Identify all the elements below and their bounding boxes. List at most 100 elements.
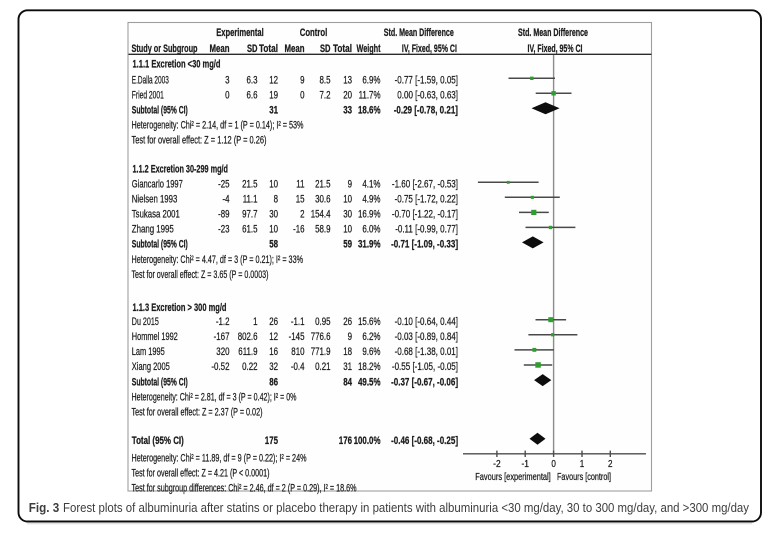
svg-text:Hommel 1992: Hommel 1992: [132, 331, 178, 343]
svg-text:18.2%: 18.2%: [358, 361, 381, 373]
svg-text:10: 10: [269, 179, 278, 191]
svg-text:IV, Fixed, 95% CI: IV, Fixed, 95% CI: [402, 43, 457, 55]
svg-text:33: 33: [343, 105, 352, 117]
svg-text:61.5: 61.5: [242, 224, 257, 236]
svg-text:32: 32: [269, 361, 278, 373]
svg-text:802.6: 802.6: [238, 331, 258, 343]
svg-text:-16: -16: [293, 224, 304, 236]
svg-text:0.00 [-0.63, 0.63]: 0.00 [-0.63, 0.63]: [397, 90, 458, 102]
svg-text:1.1.1 Excretion <30 mg/d: 1.1.1 Excretion <30 mg/d: [133, 59, 221, 71]
svg-text:SD: SD: [247, 43, 258, 55]
svg-text:Study or Subgroup: Study or Subgroup: [132, 43, 198, 55]
svg-text:12: 12: [269, 75, 278, 87]
svg-text:Subtotal (95% CI): Subtotal (95% CI): [132, 376, 188, 388]
svg-text:-1.2: -1.2: [216, 316, 230, 328]
svg-text:59: 59: [343, 239, 352, 251]
svg-text:-0.68 [-1.38, 0.01]: -0.68 [-1.38, 0.01]: [395, 346, 458, 358]
svg-text:30: 30: [343, 209, 352, 221]
svg-text:776.6: 776.6: [311, 331, 331, 343]
svg-text:31: 31: [269, 105, 278, 117]
svg-text:9.6%: 9.6%: [362, 346, 380, 358]
svg-text:Fried 2001: Fried 2001: [132, 90, 164, 102]
svg-text:611.9: 611.9: [238, 346, 257, 358]
svg-text:0.22: 0.22: [242, 361, 257, 373]
svg-text:21.5: 21.5: [242, 179, 257, 191]
svg-text:Weight: Weight: [357, 43, 381, 55]
svg-text:84: 84: [343, 376, 352, 388]
svg-text:58: 58: [269, 239, 278, 251]
svg-text:175: 175: [265, 435, 278, 447]
svg-text:Test for overall effect: Z = 2: Test for overall effect: Z = 2.37 (P = 0…: [132, 407, 263, 419]
svg-text:Std. Mean Difference: Std. Mean Difference: [518, 27, 588, 39]
svg-text:15.6%: 15.6%: [358, 316, 381, 328]
svg-text:31: 31: [343, 361, 352, 373]
svg-text:Heterogeneity: Chi² = 11.89, d: Heterogeneity: Chi² = 11.89, df = 9 (P =…: [132, 452, 307, 464]
svg-text:20: 20: [343, 90, 352, 102]
svg-text:IV, Fixed, 95% CI: IV, Fixed, 95% CI: [528, 43, 583, 55]
svg-text:-0.37 [-0.67, -0.06]: -0.37 [-0.67, -0.06]: [391, 376, 458, 388]
svg-text:4.1%: 4.1%: [362, 179, 380, 191]
svg-text:26: 26: [269, 316, 278, 328]
svg-text:-0.77 [-1.59, 0.05]: -0.77 [-1.59, 0.05]: [395, 75, 458, 87]
svg-text:-0.4: -0.4: [291, 361, 305, 373]
svg-text:6.2%: 6.2%: [362, 331, 380, 343]
svg-text:6.3: 6.3: [247, 75, 258, 87]
svg-text:Total: Total: [259, 43, 278, 55]
svg-text:Giancarlo 1997: Giancarlo 1997: [132, 179, 183, 191]
svg-text:-0.46 [-0.68, -0.25]: -0.46 [-0.68, -0.25]: [391, 435, 458, 447]
svg-text:15: 15: [296, 194, 305, 206]
svg-text:Experimental: Experimental: [216, 27, 264, 39]
svg-text:8: 8: [274, 194, 278, 206]
svg-text:Heterogeneity: Chi² = 2.14, df: Heterogeneity: Chi² = 2.14, df = 1 (P = …: [132, 120, 304, 132]
svg-text:-167: -167: [214, 331, 230, 343]
svg-text:19: 19: [269, 90, 278, 102]
svg-text:-0.52: -0.52: [211, 361, 229, 373]
svg-text:Favours [experimental]: Favours [experimental]: [475, 472, 551, 483]
svg-text:0.21: 0.21: [315, 361, 330, 373]
svg-text:Total (95% CI): Total (95% CI): [132, 435, 184, 447]
svg-text:11.1: 11.1: [243, 194, 258, 206]
svg-text:-1: -1: [521, 459, 529, 470]
svg-text:Subtotal (95% CI): Subtotal (95% CI): [132, 105, 188, 117]
svg-text:12: 12: [269, 331, 278, 343]
svg-text:Forest plots of albuminuria af: Forest plots of albuminuria after statin…: [63, 500, 749, 515]
svg-text:Zhang 1995: Zhang 1995: [132, 224, 174, 236]
svg-text:Mean: Mean: [285, 43, 305, 55]
svg-text:Subtotal (95% CI): Subtotal (95% CI): [132, 239, 188, 251]
svg-text:6.6: 6.6: [247, 90, 258, 102]
svg-text:-1.60 [-2.67, -0.53]: -1.60 [-2.67, -0.53]: [392, 179, 458, 191]
svg-text:0.95: 0.95: [315, 316, 330, 328]
svg-text:100.0%: 100.0%: [354, 435, 381, 447]
svg-text:31.9%: 31.9%: [358, 239, 381, 251]
svg-text:-0.70 [-1.22, -0.17]: -0.70 [-1.22, -0.17]: [392, 209, 458, 221]
svg-text:86: 86: [269, 376, 278, 388]
svg-text:16.9%: 16.9%: [358, 209, 381, 221]
svg-text:-89: -89: [218, 209, 229, 221]
svg-text:8.5: 8.5: [320, 75, 331, 87]
svg-text:7.2: 7.2: [320, 90, 331, 102]
svg-text:9: 9: [348, 179, 352, 191]
svg-text:0: 0: [225, 90, 229, 102]
svg-text:Lam 1995: Lam 1995: [132, 346, 165, 358]
svg-text:154.4: 154.4: [311, 209, 331, 221]
svg-text:6.0%: 6.0%: [362, 224, 380, 236]
svg-text:18: 18: [343, 346, 352, 358]
svg-text:Control: Control: [300, 27, 328, 39]
svg-text:SD: SD: [320, 43, 331, 55]
svg-text:Total: Total: [333, 43, 352, 55]
svg-text:771.9: 771.9: [311, 346, 331, 358]
svg-text:26: 26: [343, 316, 352, 328]
svg-text:Test for overall effect: Z = 1: Test for overall effect: Z = 1.12 (P = 0…: [132, 135, 267, 147]
svg-text:-0.11 [-0.99, 0.77]: -0.11 [-0.99, 0.77]: [395, 224, 458, 236]
svg-text:Fig. 3: Fig. 3: [29, 500, 60, 515]
svg-text:Heterogeneity: Chi² = 2.81, df: Heterogeneity: Chi² = 2.81, df = 3 (P = …: [132, 391, 297, 403]
svg-text:2: 2: [300, 209, 304, 221]
svg-text:21.5: 21.5: [315, 179, 330, 191]
svg-text:-1.1: -1.1: [291, 316, 305, 328]
svg-text:58.9: 58.9: [315, 224, 330, 236]
svg-text:1.1.3 Excretion > 300 mg/d: 1.1.3 Excretion > 300 mg/d: [133, 302, 227, 314]
svg-text:6.9%: 6.9%: [362, 75, 380, 87]
svg-text:Du 2015: Du 2015: [132, 316, 159, 328]
svg-text:-2: -2: [493, 459, 501, 470]
svg-text:16: 16: [269, 346, 278, 358]
